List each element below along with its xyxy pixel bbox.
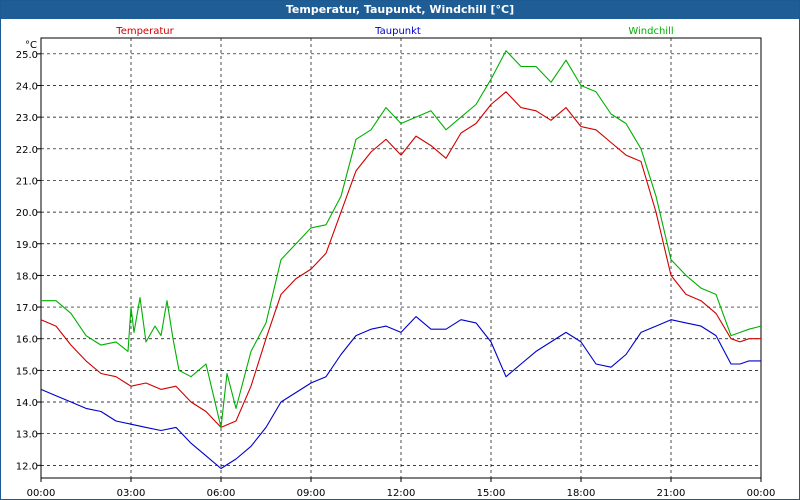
y-tick-label: 20.0	[16, 208, 38, 219]
x-tick-time: 18:00	[567, 488, 596, 499]
y-tick-label: 25.0	[16, 50, 38, 61]
y-tick-label: 24.0	[16, 81, 38, 92]
x-tick-time: 00:00	[27, 488, 56, 499]
x-tick-time: 15:00	[477, 488, 506, 499]
x-tick-time: 21:00	[657, 488, 686, 499]
y-tick-label: 22.0	[16, 145, 38, 156]
y-tick-label: 13.0	[16, 430, 38, 441]
series-line-windchill	[41, 50, 762, 428]
x-axis: 00:0009.09.2003:0009.09.2006:0009.09.200…	[27, 478, 776, 499]
series-line-temperatur	[40, 91, 761, 428]
y-tick-label: 21.0	[16, 176, 38, 187]
grid-lines	[41, 38, 761, 478]
y-axis: °C 12.0 13.0 14.0 15.0 16.0 17.0 18.0 19.0 20.0 2…	[16, 40, 41, 472]
x-tick-time: 03:00	[117, 488, 146, 499]
x-tick-time: 09:00	[297, 488, 326, 499]
series-line-taupunkt	[40, 316, 761, 470]
y-unit-label: °C	[25, 40, 37, 51]
legend-entry-windchill: Windchill	[628, 26, 673, 37]
series-lines	[40, 50, 762, 470]
window-title: Temperatur, Taupunkt, Windchill [°C]	[1, 1, 799, 19]
y-tick-label: 18.0	[16, 271, 38, 282]
y-tick-label: 12.0	[16, 461, 38, 472]
x-tick-time: 00:00	[747, 488, 776, 499]
legend-entry-temperatur: Temperatur	[115, 26, 174, 37]
y-tick-label: 17.0	[16, 303, 38, 314]
y-tick-label: 23.0	[16, 113, 38, 124]
x-tick-time: 12:00	[387, 488, 416, 499]
y-tick-label: 14.0	[16, 398, 38, 409]
y-tick-label: 16.0	[16, 335, 38, 346]
chart-area: °C 12.0 13.0 14.0 15.0 16.0 17.0 18.0 19.0 20.0 2…	[16, 26, 776, 499]
y-tick-label: 19.0	[16, 240, 38, 251]
x-tick-time: 06:00	[207, 488, 236, 499]
legend: Temperatur Taupunkt Windchill	[115, 26, 673, 37]
y-tick-label: 15.0	[16, 366, 38, 377]
legend-entry-taupunkt: Taupunkt	[374, 26, 421, 37]
